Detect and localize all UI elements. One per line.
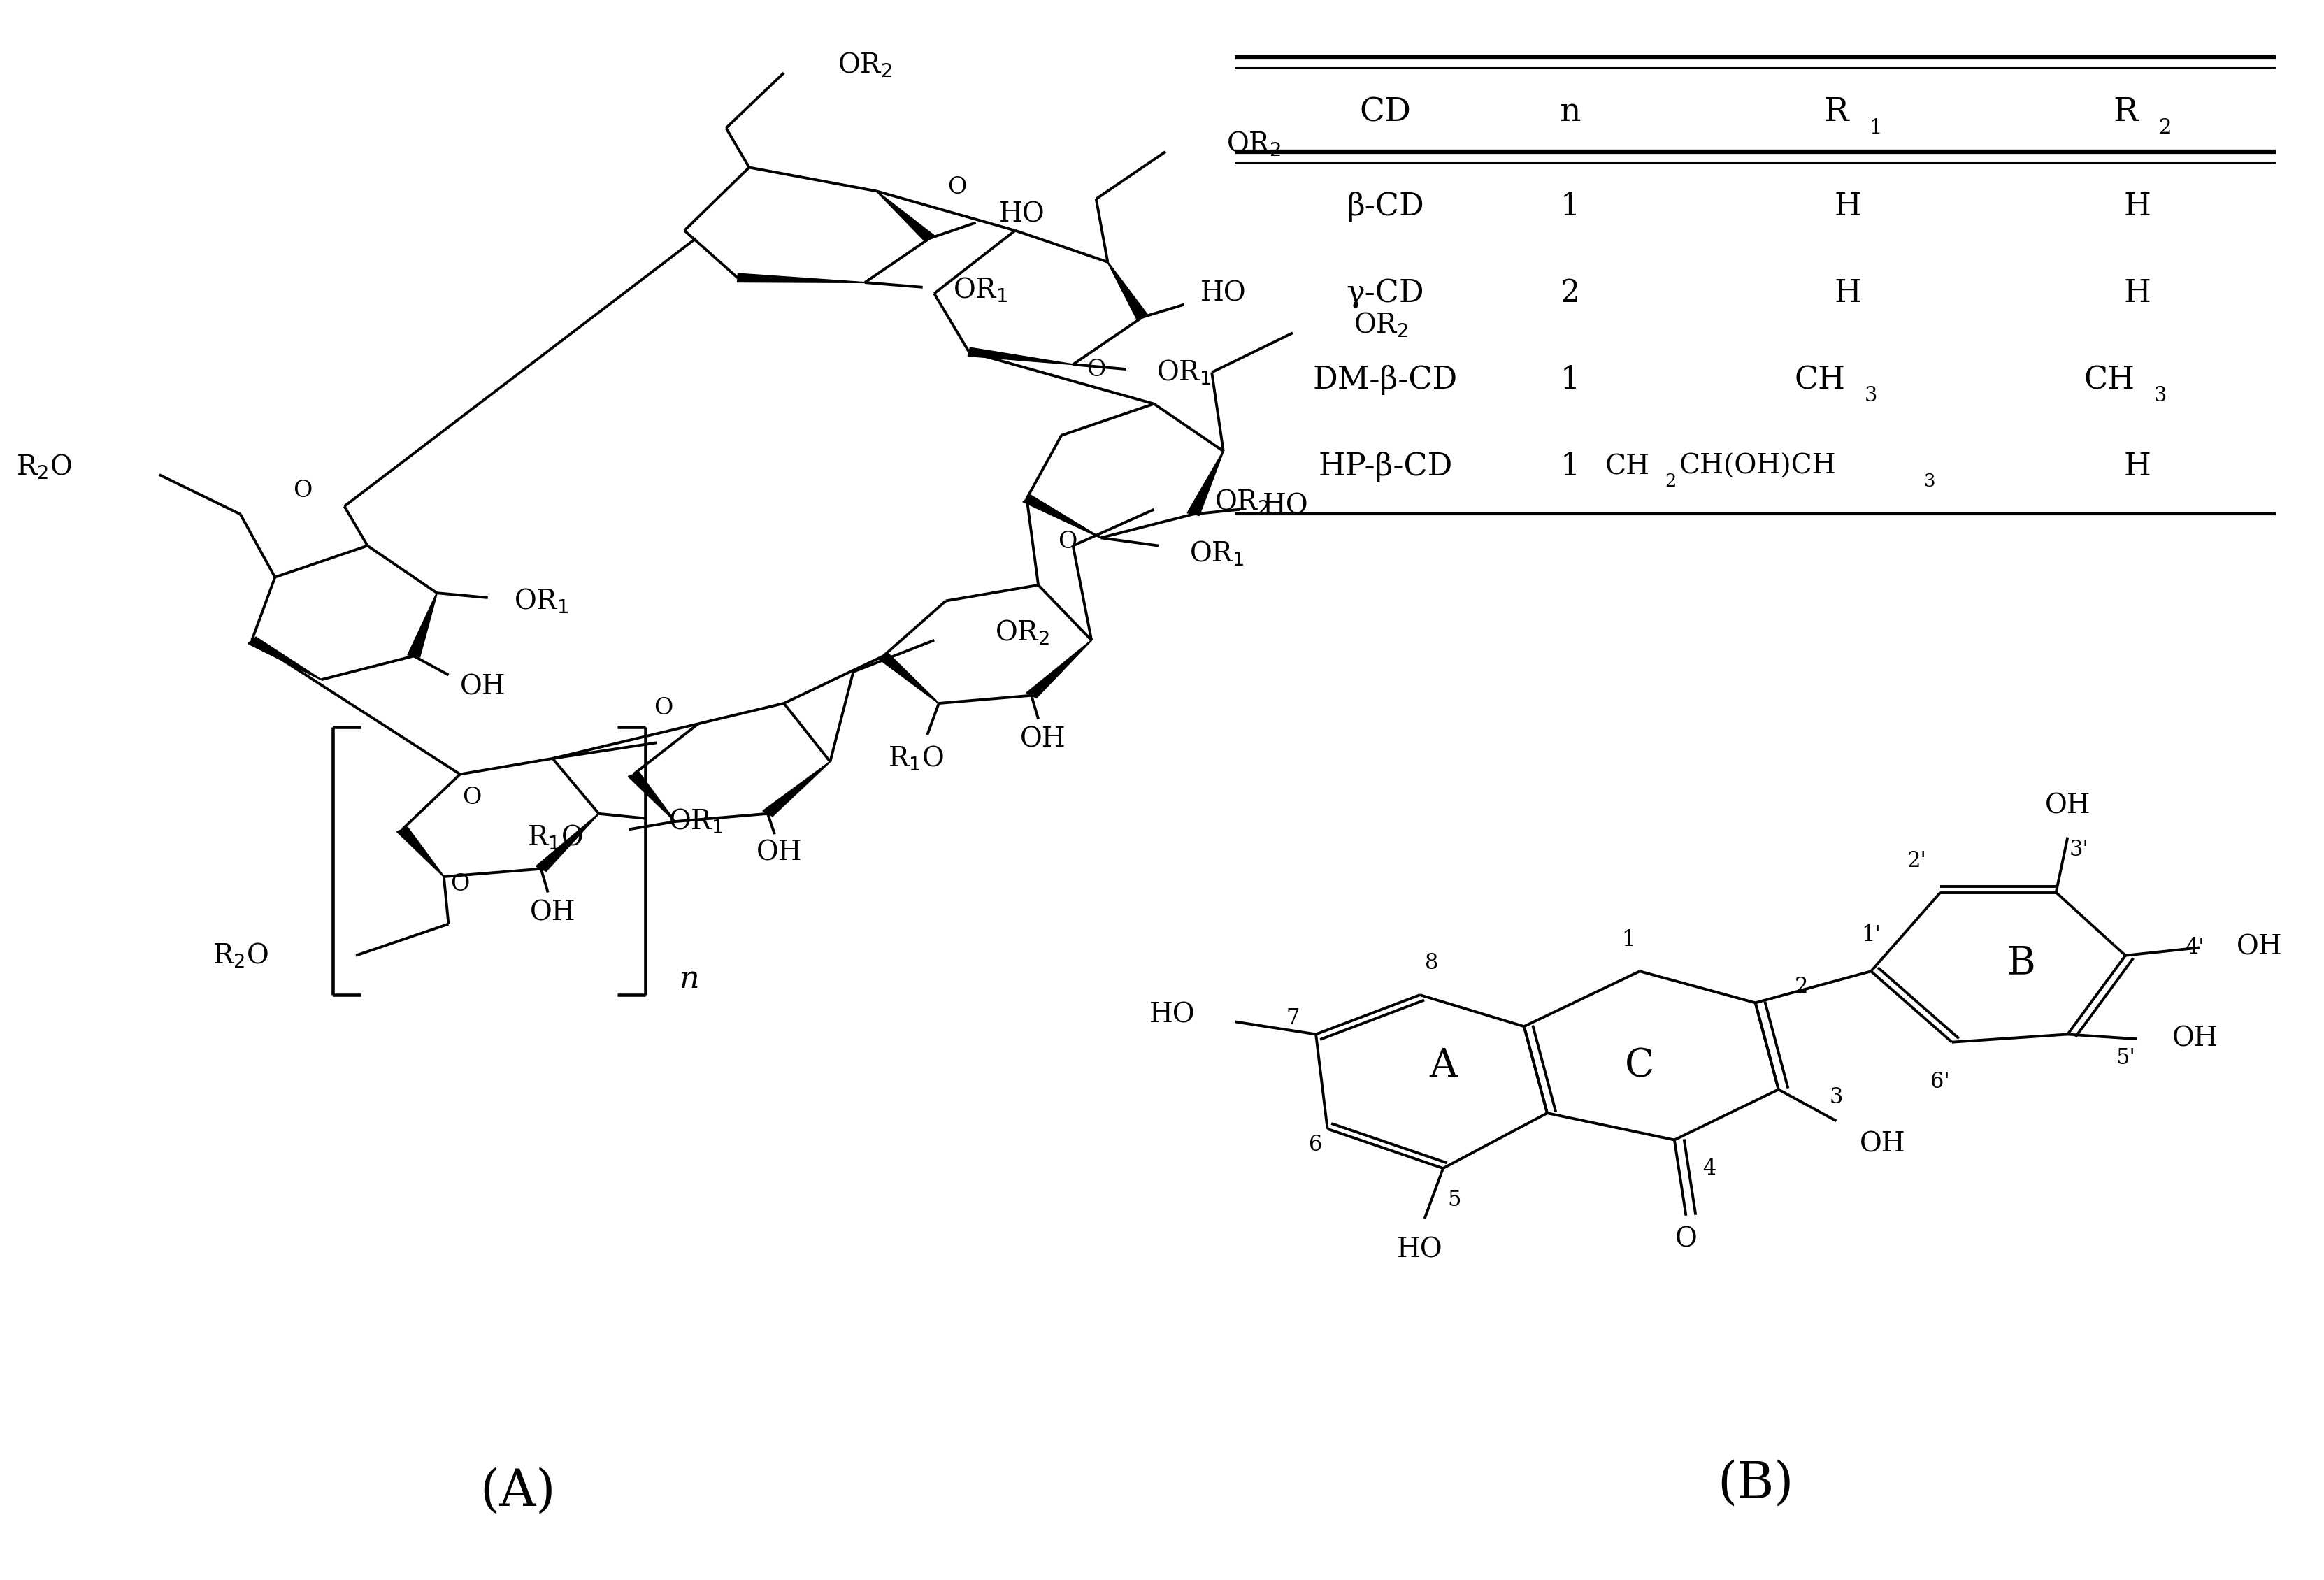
Text: 1: 1 (1559, 365, 1580, 395)
Text: (B): (B) (1717, 1458, 1794, 1509)
Polygon shape (1188, 450, 1225, 515)
Polygon shape (397, 828, 444, 877)
Text: γ-CD: γ-CD (1346, 278, 1425, 308)
Text: O: O (948, 175, 967, 199)
Text: 3: 3 (1864, 386, 1878, 406)
Text: 3: 3 (2154, 386, 2166, 406)
Text: CD: CD (1360, 96, 1411, 128)
Text: 2: 2 (1794, 976, 1808, 999)
Text: 5': 5' (2115, 1048, 2136, 1068)
Text: OR$_1$: OR$_1$ (1190, 539, 1243, 567)
Text: OH: OH (2045, 793, 2092, 818)
Polygon shape (249, 637, 321, 679)
Text: O: O (1088, 359, 1106, 381)
Text: n: n (1559, 96, 1580, 128)
Text: HO: HO (1397, 1237, 1443, 1262)
Polygon shape (762, 762, 830, 817)
Text: HO: HO (1262, 493, 1308, 520)
Polygon shape (537, 814, 600, 871)
Polygon shape (1023, 495, 1102, 539)
Text: OR$_2$: OR$_2$ (995, 618, 1050, 646)
Text: HO: HO (999, 202, 1046, 228)
Text: CH: CH (1606, 453, 1650, 480)
Text: OR$_1$: OR$_1$ (953, 276, 1009, 305)
Polygon shape (627, 773, 676, 822)
Text: OH: OH (530, 901, 576, 926)
Text: H: H (2124, 452, 2150, 482)
Text: O: O (451, 874, 469, 896)
Polygon shape (967, 348, 1074, 365)
Text: C: C (1624, 1046, 1655, 1085)
Text: OR$_2$: OR$_2$ (1215, 488, 1269, 515)
Text: 2: 2 (2159, 118, 2171, 137)
Text: 3: 3 (1829, 1087, 1843, 1108)
Text: R$_1$O: R$_1$O (888, 744, 944, 773)
Text: 1': 1' (1862, 924, 1880, 946)
Text: HO: HO (1202, 281, 1246, 307)
Text: 4: 4 (1703, 1158, 1715, 1179)
Text: 6: 6 (1308, 1134, 1322, 1155)
Text: OH: OH (755, 841, 802, 866)
Text: 1: 1 (1868, 118, 1882, 137)
Text: OR$_1$: OR$_1$ (669, 807, 723, 836)
Text: 6': 6' (1931, 1071, 1950, 1092)
Text: HP-β-CD: HP-β-CD (1318, 452, 1452, 482)
Text: O: O (1676, 1226, 1697, 1251)
Text: R: R (2113, 96, 2138, 128)
Text: O: O (462, 787, 481, 809)
Text: 7: 7 (1285, 1008, 1299, 1030)
Text: (A): (A) (481, 1466, 555, 1517)
Text: H: H (1834, 191, 1862, 221)
Text: OH: OH (2173, 1025, 2217, 1052)
Polygon shape (876, 191, 934, 242)
Polygon shape (1109, 262, 1148, 319)
Text: β-CD: β-CD (1346, 191, 1425, 221)
Text: 1: 1 (1559, 191, 1580, 221)
Text: 3: 3 (1924, 472, 1936, 490)
Polygon shape (407, 592, 437, 657)
Text: R$_2$O: R$_2$O (211, 942, 267, 970)
Text: 5: 5 (1448, 1190, 1462, 1210)
Text: n: n (681, 964, 700, 994)
Text: OR$_1$: OR$_1$ (1157, 359, 1211, 387)
Text: OH: OH (1020, 727, 1067, 752)
Text: OH: OH (460, 675, 507, 700)
Text: DM-β-CD: DM-β-CD (1313, 365, 1457, 395)
Text: OR$_2$: OR$_2$ (1227, 130, 1281, 158)
Text: CH: CH (2085, 365, 2136, 395)
Text: R: R (1824, 96, 1850, 128)
Text: O: O (293, 479, 311, 502)
Text: 2: 2 (1664, 472, 1676, 490)
Text: CH(OH)CH: CH(OH)CH (1678, 453, 1836, 480)
Text: 1: 1 (1559, 452, 1580, 482)
Text: O: O (1057, 531, 1076, 553)
Text: R$_1$O: R$_1$O (528, 823, 583, 852)
Text: H: H (1834, 278, 1862, 308)
Text: OH: OH (2236, 935, 2282, 961)
Text: 4': 4' (2185, 937, 2205, 959)
Text: 2': 2' (1908, 850, 1927, 872)
Text: B: B (2008, 945, 2036, 983)
Text: 8: 8 (1425, 953, 1439, 975)
Text: 2: 2 (1559, 278, 1580, 308)
Text: H: H (2124, 278, 2150, 308)
Text: 3': 3' (2068, 839, 2089, 861)
Text: HO: HO (1150, 1002, 1195, 1029)
Text: O: O (653, 697, 674, 719)
Polygon shape (1027, 640, 1092, 698)
Text: R$_2$O: R$_2$O (16, 453, 72, 480)
Text: A: A (1429, 1046, 1457, 1085)
Text: OR$_2$: OR$_2$ (837, 51, 892, 79)
Text: 1: 1 (1622, 929, 1636, 951)
Text: H: H (2124, 191, 2150, 221)
Text: OH: OH (1859, 1131, 1906, 1158)
Polygon shape (737, 273, 865, 283)
Text: OR$_1$: OR$_1$ (514, 586, 569, 615)
Text: CH: CH (1794, 365, 1845, 395)
Text: OR$_2$: OR$_2$ (1353, 311, 1408, 340)
Polygon shape (878, 653, 939, 703)
